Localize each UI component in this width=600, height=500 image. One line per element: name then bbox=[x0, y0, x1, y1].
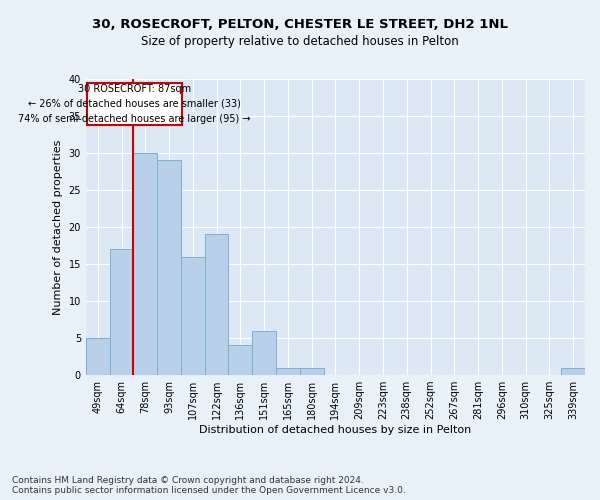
Bar bbox=[229, 346, 252, 375]
X-axis label: Distribution of detached houses by size in Pelton: Distribution of detached houses by size … bbox=[199, 425, 472, 435]
FancyBboxPatch shape bbox=[87, 82, 182, 125]
Bar bbox=[252, 330, 276, 375]
Bar bbox=[205, 234, 229, 375]
Text: Size of property relative to detached houses in Pelton: Size of property relative to detached ho… bbox=[141, 35, 459, 48]
Bar bbox=[561, 368, 585, 375]
Text: 30, ROSECROFT, PELTON, CHESTER LE STREET, DH2 1NL: 30, ROSECROFT, PELTON, CHESTER LE STREET… bbox=[92, 18, 508, 30]
Text: 30 ROSECROFT: 87sqm
← 26% of detached houses are smaller (33)
74% of semi-detach: 30 ROSECROFT: 87sqm ← 26% of detached ho… bbox=[19, 84, 251, 124]
Bar bbox=[133, 153, 157, 375]
Bar bbox=[276, 368, 300, 375]
Y-axis label: Number of detached properties: Number of detached properties bbox=[53, 140, 63, 314]
Bar bbox=[110, 249, 133, 375]
Bar bbox=[181, 256, 205, 375]
Bar bbox=[157, 160, 181, 375]
Text: Contains public sector information licensed under the Open Government Licence v3: Contains public sector information licen… bbox=[12, 486, 406, 495]
Bar bbox=[300, 368, 323, 375]
Text: Contains HM Land Registry data © Crown copyright and database right 2024.: Contains HM Land Registry data © Crown c… bbox=[12, 476, 364, 485]
Bar bbox=[86, 338, 110, 375]
